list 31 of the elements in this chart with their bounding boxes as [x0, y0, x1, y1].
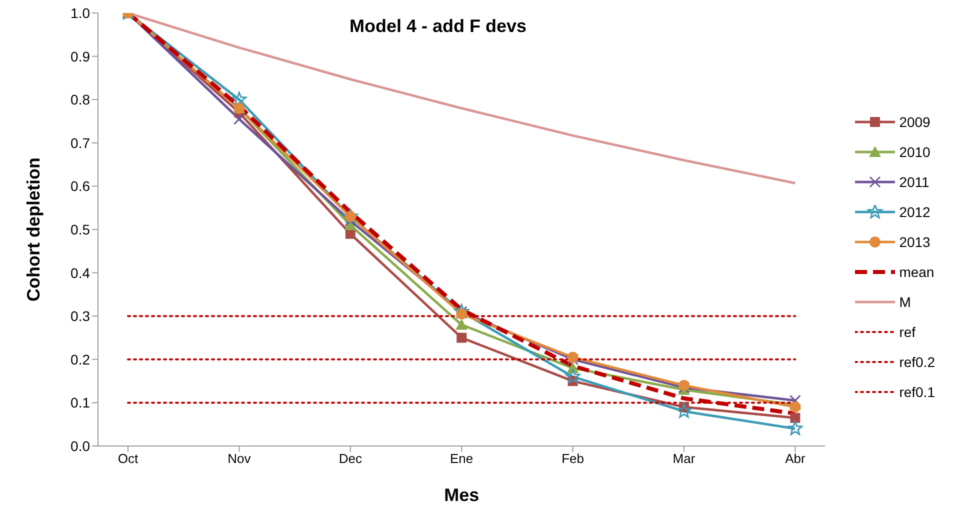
chart-title: Model 4 - add F devs: [349, 16, 527, 36]
legend-label: 2011: [899, 174, 930, 190]
x-tick-label: Ene: [450, 451, 474, 466]
y-tick-label: 0.5: [70, 221, 90, 238]
y-tick-label: 0.2: [70, 351, 90, 368]
y-tick-label: 0.1: [70, 394, 90, 411]
x-tick-label: Abr: [785, 451, 806, 466]
x-tick-label: Nov: [228, 451, 252, 466]
y-tick-label: 0.0: [70, 438, 90, 454]
legend-label: 2012: [899, 204, 930, 220]
x-tick-label: Feb: [562, 451, 584, 466]
legend-label: M: [899, 294, 911, 310]
y-axis-title: Cohort depletion: [23, 158, 44, 302]
y-tick-label: 0.6: [70, 178, 90, 194]
y-tick-label: 0.3: [70, 308, 90, 324]
y-tick-label: 1.0: [70, 4, 90, 21]
legend-label: mean: [899, 264, 934, 280]
y-tick-label: 0.9: [70, 48, 90, 64]
x-tick-label: Dec: [338, 451, 362, 466]
y-tick-label: 0.7: [70, 134, 90, 151]
legend-label: 2009: [899, 114, 930, 130]
legend-label: ref0.1: [899, 384, 935, 400]
y-tick-label: 0.4: [70, 264, 90, 281]
legend-label: 2010: [899, 144, 930, 160]
x-tick-label: Oct: [118, 451, 138, 466]
legend-label: ref0.2: [899, 354, 935, 370]
y-tick-label: 0.8: [70, 92, 90, 108]
legend-label: 2013: [899, 234, 930, 250]
x-tick-label: Mar: [672, 451, 696, 466]
legend-label: ref: [899, 324, 916, 340]
x-axis-title: Mes: [444, 485, 480, 505]
